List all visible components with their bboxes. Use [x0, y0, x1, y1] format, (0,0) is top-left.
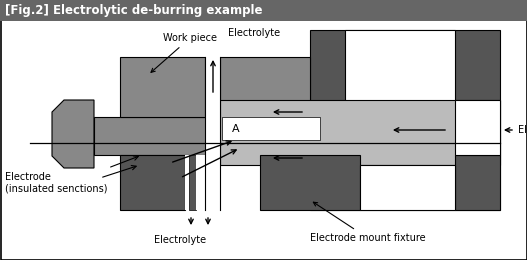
Text: Work piece: Work piece — [151, 33, 217, 72]
Bar — [185, 155, 205, 210]
Bar — [0, 0, 527, 21]
Bar — [196, 155, 204, 210]
Text: [Fig.2] Electrolytic de-burring example: [Fig.2] Electrolytic de-burring example — [5, 4, 262, 17]
Text: Electrode mount fixture: Electrode mount fixture — [310, 202, 426, 243]
Text: Electrolyte: Electrolyte — [228, 28, 280, 38]
Bar — [220, 57, 310, 117]
Bar — [360, 165, 455, 210]
Bar — [220, 100, 500, 165]
Bar — [455, 155, 500, 210]
Bar — [205, 57, 220, 210]
Text: Electrode
(insulated senctions): Electrode (insulated senctions) — [5, 172, 108, 194]
Bar — [94, 117, 235, 155]
Text: Electrolyte: Electrolyte — [518, 125, 527, 135]
Bar — [189, 155, 196, 210]
Text: A: A — [232, 124, 240, 134]
Bar — [120, 155, 185, 210]
Text: Electrolyte: Electrolyte — [154, 235, 206, 245]
Bar — [222, 117, 320, 140]
Polygon shape — [52, 100, 94, 168]
Bar — [120, 57, 205, 117]
Bar — [310, 30, 500, 210]
Bar — [345, 30, 455, 115]
Bar — [455, 100, 500, 155]
Bar — [260, 155, 360, 210]
